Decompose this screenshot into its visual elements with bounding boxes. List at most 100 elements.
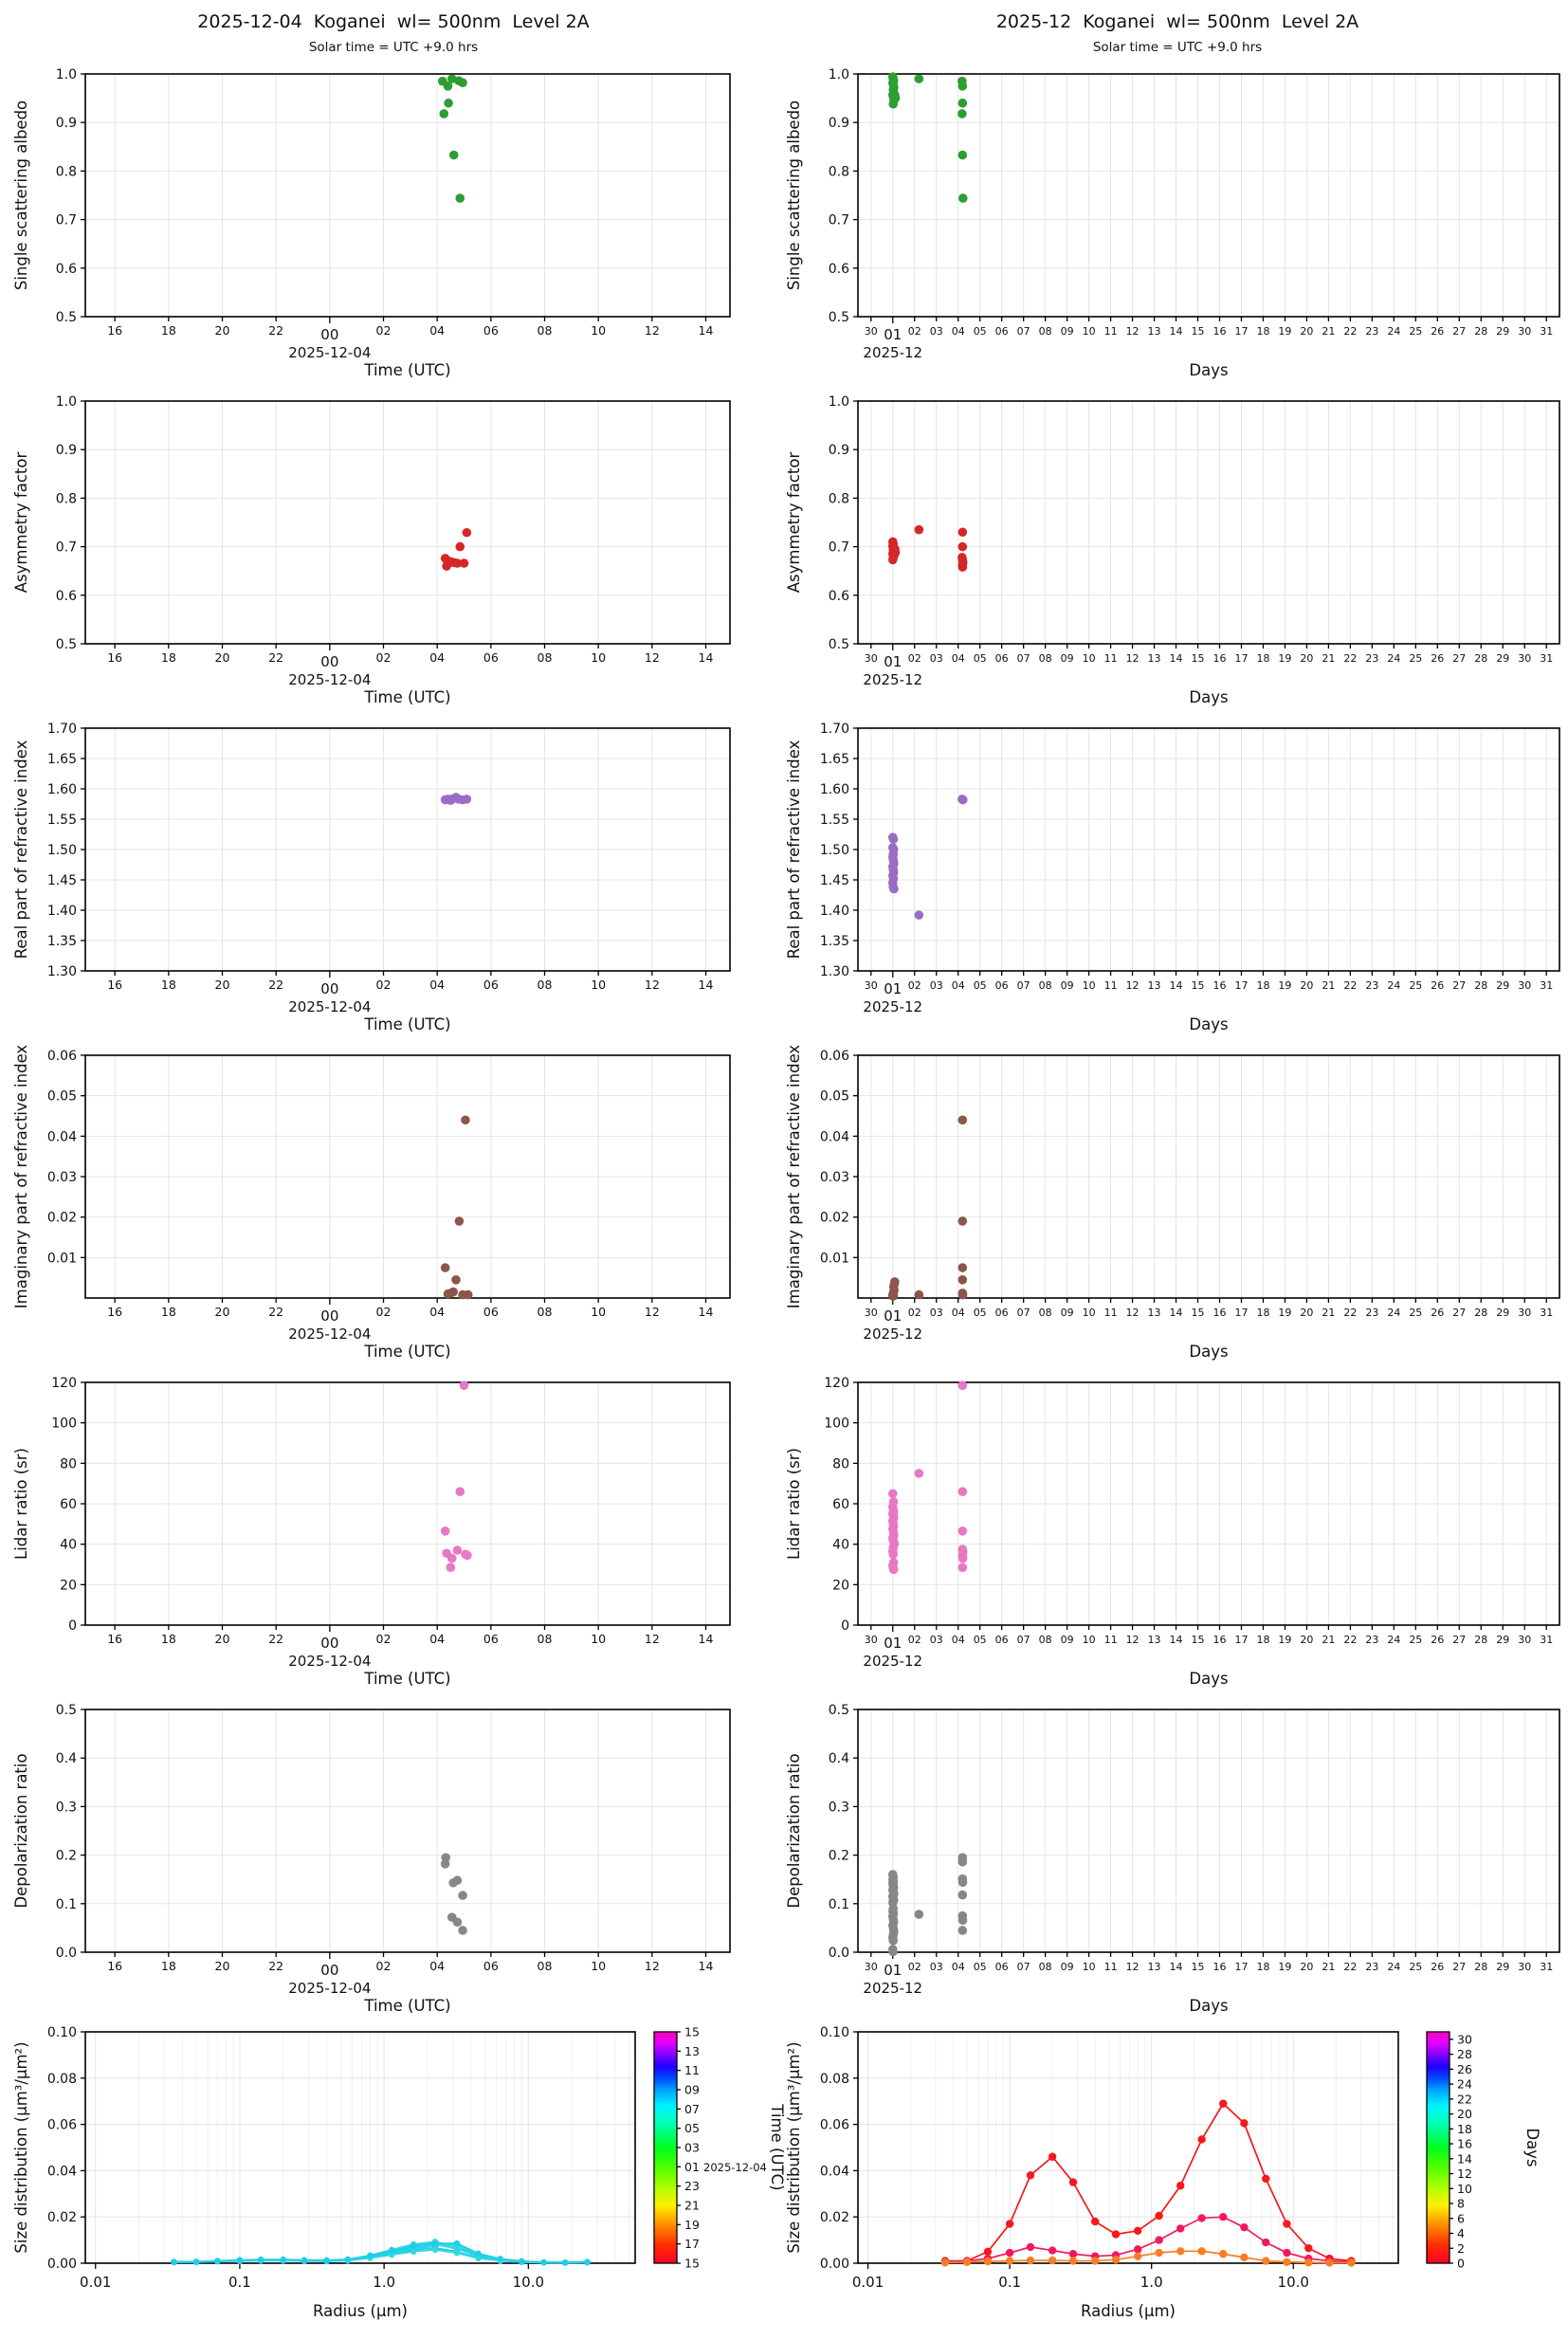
svg-text:03: 03 <box>930 979 943 992</box>
ri-imag-monthly-points <box>887 1115 968 1301</box>
svg-text:23: 23 <box>1365 1634 1378 1646</box>
right-figure-title: 2025-12 Koganei wl= 500nm Level 2A <box>995 11 1359 32</box>
svg-text:22: 22 <box>268 1632 283 1646</box>
svg-text:09: 09 <box>1061 652 1074 665</box>
svg-text:01: 01 <box>884 326 902 343</box>
ri-real-monthly-points <box>887 795 968 920</box>
svg-text:06: 06 <box>995 325 1009 338</box>
svg-text:2025-12: 2025-12 <box>863 344 922 361</box>
svg-text:01: 01 <box>884 980 902 997</box>
y-axis-label: Imaginary part of refractive index <box>12 1045 30 1309</box>
svg-text:28: 28 <box>1474 1307 1487 1319</box>
svg-text:18: 18 <box>1256 1634 1269 1646</box>
svg-text:07: 07 <box>1017 1634 1030 1646</box>
svg-text:09: 09 <box>1061 1307 1074 1319</box>
svg-text:1.40: 1.40 <box>47 904 77 919</box>
y-axis-label: Single scattering albedo <box>785 101 803 290</box>
svg-text:17: 17 <box>1234 1634 1248 1646</box>
svg-text:14: 14 <box>699 978 714 992</box>
svg-text:12: 12 <box>1126 979 1140 992</box>
svg-text:1.65: 1.65 <box>820 752 849 767</box>
svg-text:30: 30 <box>865 1307 878 1319</box>
svg-text:06: 06 <box>995 652 1009 665</box>
svg-text:0.04: 0.04 <box>47 2164 77 2179</box>
svg-text:10: 10 <box>1083 325 1096 338</box>
svg-text:0.01: 0.01 <box>852 2274 884 2291</box>
svg-text:11: 11 <box>1104 1961 1118 1973</box>
svg-text:05: 05 <box>974 1307 987 1319</box>
svg-text:10: 10 <box>591 323 606 338</box>
svg-text:31: 31 <box>1540 652 1553 665</box>
svg-text:17: 17 <box>1234 325 1248 338</box>
svg-text:19: 19 <box>1278 325 1291 338</box>
svg-text:02: 02 <box>908 979 921 992</box>
panel-ri-real-monthly: 1.30 1.35 1.40 1.45 1.50 1.55 1.60 1.65 1.70 30 01… <box>785 722 1560 1033</box>
svg-text:02: 02 <box>376 978 392 992</box>
svg-text:1.40: 1.40 <box>820 904 849 919</box>
svg-text:28: 28 <box>1474 1634 1487 1646</box>
svg-text:06: 06 <box>483 978 499 992</box>
x-axis-label: Time (UTC) <box>363 361 450 379</box>
size-monthly-series-day-04 <box>940 2247 1356 2267</box>
svg-text:02: 02 <box>908 325 921 338</box>
svg-text:02: 02 <box>908 1307 921 1319</box>
svg-text:0.9: 0.9 <box>56 116 77 131</box>
svg-text:29: 29 <box>1496 325 1509 338</box>
svg-text:02: 02 <box>376 323 392 338</box>
svg-text:0.02: 0.02 <box>820 1211 849 1226</box>
svg-text:29: 29 <box>1496 652 1509 665</box>
svg-text:10: 10 <box>1083 1961 1096 1973</box>
svg-text:23: 23 <box>1365 979 1378 992</box>
svg-text:16: 16 <box>1212 1307 1226 1319</box>
svg-text:11: 11 <box>684 2063 700 2077</box>
svg-text:0.3: 0.3 <box>829 1800 849 1815</box>
svg-text:30: 30 <box>865 652 878 665</box>
svg-text:0.6: 0.6 <box>829 589 849 604</box>
y-axis-label: Lidar ratio (sr) <box>12 1448 30 1560</box>
svg-text:0.5: 0.5 <box>56 1703 77 1718</box>
svg-text:19: 19 <box>1278 979 1291 992</box>
svg-text:06: 06 <box>995 1307 1009 1319</box>
svg-text:20: 20 <box>832 1578 849 1593</box>
svg-text:20: 20 <box>215 1305 230 1319</box>
y-axis-label: Asymmetry factor <box>12 452 30 594</box>
svg-text:1.50: 1.50 <box>820 843 849 858</box>
svg-text:0.8: 0.8 <box>56 164 77 179</box>
svg-text:60: 60 <box>60 1497 77 1512</box>
svg-text:04: 04 <box>952 979 965 992</box>
svg-text:03: 03 <box>930 325 943 338</box>
svg-text:20: 20 <box>215 978 230 992</box>
svg-text:19: 19 <box>1278 652 1291 665</box>
svg-text:17: 17 <box>1234 1961 1248 1973</box>
y-axis-label: Single scattering albedo <box>12 101 30 290</box>
asym-monthly-points <box>887 524 968 572</box>
svg-text:23: 23 <box>1365 652 1378 665</box>
svg-text:20: 20 <box>215 1632 230 1646</box>
svg-text:11: 11 <box>1104 979 1118 992</box>
y-axis-label: Lidar ratio (sr) <box>785 1448 803 1560</box>
svg-text:17: 17 <box>684 2237 700 2251</box>
svg-text:2025-12-04: 2025-12-04 <box>288 671 371 688</box>
svg-text:0.04: 0.04 <box>820 2164 849 2179</box>
svg-text:10: 10 <box>1083 652 1096 665</box>
svg-text:0: 0 <box>841 1618 849 1634</box>
svg-text:2025-12-04: 2025-12-04 <box>288 1325 371 1343</box>
svg-text:23: 23 <box>1365 1961 1378 1973</box>
svg-text:20: 20 <box>1457 2107 1472 2121</box>
svg-text:15: 15 <box>1192 1307 1205 1319</box>
svg-text:04: 04 <box>429 978 445 992</box>
svg-text:19: 19 <box>1278 1961 1291 1973</box>
svg-text:14: 14 <box>1170 325 1183 338</box>
svg-text:22: 22 <box>268 650 283 665</box>
ssa-monthly-points <box>887 72 968 203</box>
svg-text:0.8: 0.8 <box>829 164 849 179</box>
svg-text:28: 28 <box>1474 1961 1487 1973</box>
svg-text:1.50: 1.50 <box>47 843 77 858</box>
svg-text:14: 14 <box>1170 1307 1183 1319</box>
svg-text:15: 15 <box>1192 1634 1205 1646</box>
svg-text:0.3: 0.3 <box>56 1800 77 1815</box>
svg-text:14: 14 <box>1170 652 1183 665</box>
svg-text:11: 11 <box>1104 1634 1118 1646</box>
svg-text:20: 20 <box>1300 1307 1313 1319</box>
